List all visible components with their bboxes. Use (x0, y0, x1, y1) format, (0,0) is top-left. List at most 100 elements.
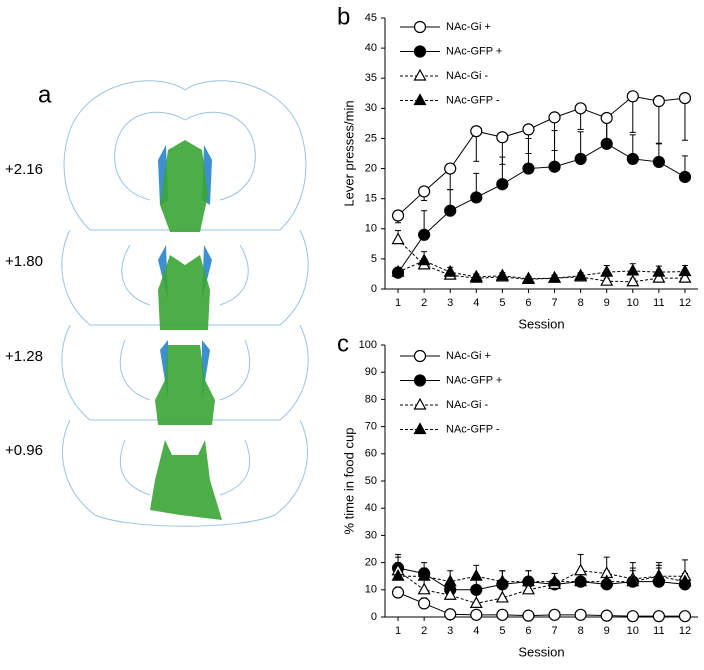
data-point (678, 264, 692, 277)
data-point (444, 162, 457, 175)
data-point (574, 102, 587, 115)
data-point (678, 91, 692, 105)
data-point (548, 574, 562, 587)
x-tick-label: 4 (473, 297, 479, 309)
legend-marker (413, 20, 427, 34)
data-point (678, 610, 692, 623)
series-line (398, 575, 686, 583)
data-point (574, 563, 588, 576)
series-line (397, 570, 685, 604)
data-point (391, 264, 405, 277)
x-tick-label: 12 (679, 625, 691, 637)
data-point (548, 608, 561, 621)
panel-label: a (38, 81, 52, 108)
data-point (418, 185, 431, 198)
y-tick-label: 40 (365, 42, 377, 54)
y-tick-label: 20 (365, 162, 377, 174)
data-point (470, 125, 483, 138)
data-point (444, 608, 457, 621)
data-point (600, 574, 614, 587)
data-point (391, 586, 405, 599)
data-point (417, 568, 431, 581)
x-tick-label: 3 (447, 625, 453, 637)
data-point (652, 270, 666, 283)
data-point (417, 253, 431, 266)
x-axis-label: Session (518, 316, 564, 331)
data-point (548, 270, 562, 283)
data-point (470, 191, 483, 204)
data-point (626, 274, 640, 287)
x-tick-label: 7 (551, 297, 557, 309)
data-point (522, 162, 535, 175)
x-tick-label: 5 (499, 625, 505, 637)
data-point (600, 111, 613, 125)
legend-label: NAc-Gi + (446, 350, 491, 362)
data-point (496, 131, 509, 144)
x-tick-label: 7 (551, 625, 557, 637)
x-tick-label: 3 (447, 297, 453, 309)
data-point (417, 582, 431, 595)
y-tick-label: 10 (365, 584, 377, 596)
legend-label: NAc-Gi - (446, 399, 489, 411)
series-line (397, 592, 685, 617)
legend-marker (413, 397, 427, 410)
panel-label: b (337, 3, 350, 30)
x-tick-label: 6 (525, 297, 531, 309)
y-tick-label: 15 (365, 193, 377, 205)
legend-label: NAc-GFP + (446, 374, 502, 386)
y-tick-label: 50 (365, 475, 377, 487)
data-point (600, 137, 613, 150)
y-tick-label: 0 (371, 283, 377, 295)
data-point (470, 583, 483, 596)
data-point (678, 170, 692, 184)
y-tick-label: 10 (365, 223, 377, 235)
data-point (496, 608, 509, 621)
x-tick-label: 4 (473, 625, 479, 637)
section-label: +1.80 (5, 253, 43, 270)
y-tick-label: 35 (365, 72, 377, 84)
x-tick-label: 2 (421, 297, 427, 309)
data-point (600, 264, 614, 277)
series-line (397, 143, 686, 274)
legend-label: NAc-Gi - (446, 70, 489, 82)
y-axis-label: % time in food cup (341, 428, 356, 535)
y-tick-label: 30 (365, 102, 377, 114)
legend-marker (413, 349, 427, 363)
data-point (548, 111, 561, 124)
data-point (495, 590, 509, 603)
data-point (626, 610, 639, 623)
data-point (626, 263, 640, 276)
data-point (574, 574, 588, 587)
legend-marker (413, 93, 427, 106)
data-point (470, 608, 483, 621)
x-tick-label: 9 (604, 625, 610, 637)
data-point (574, 152, 587, 166)
series-line (397, 95, 686, 216)
data-point (495, 268, 509, 281)
x-tick-label: 1 (395, 297, 401, 309)
x-tick-label: 2 (421, 625, 427, 637)
x-axis-label: Session (518, 644, 564, 659)
y-tick-label: 90 (365, 366, 377, 378)
section-label: +2.16 (5, 161, 43, 178)
legend-label: NAc-GFP + (446, 45, 502, 57)
legend-marker (413, 422, 427, 435)
data-point (522, 123, 535, 136)
panel-label: c (337, 330, 349, 357)
data-point (652, 95, 665, 108)
data-point (626, 90, 639, 103)
y-tick-label: 100 (359, 339, 377, 351)
data-point (469, 269, 483, 282)
legend-marker (413, 45, 427, 58)
data-point (391, 232, 405, 245)
panel-a: a +2.16 +1.80 +1.28 +0.96 (5, 80, 309, 527)
section-label: +1.28 (5, 348, 43, 365)
data-point (652, 568, 666, 581)
x-tick-label: 6 (525, 625, 531, 637)
y-tick-label: 0 (371, 611, 377, 623)
data-point (678, 574, 692, 587)
y-tick-label: 80 (365, 393, 377, 405)
x-tick-label: 12 (679, 297, 691, 309)
y-axis-label: Lever presses/min (341, 100, 356, 206)
y-tick-label: 40 (365, 502, 377, 514)
